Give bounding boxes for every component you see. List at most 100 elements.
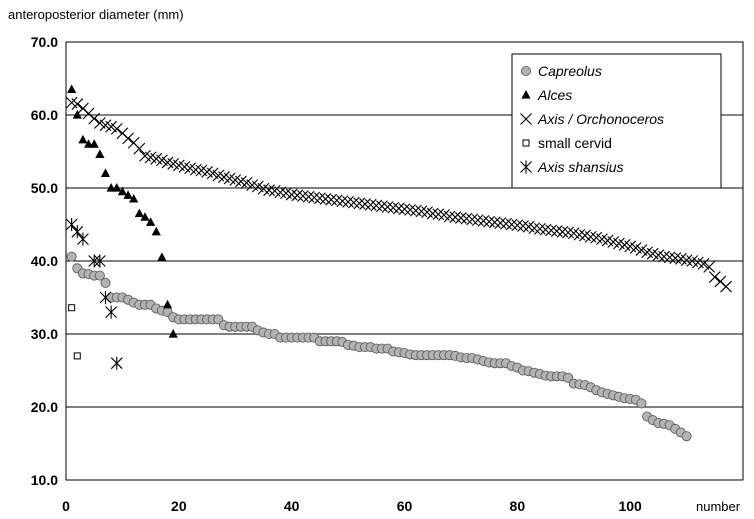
point-axis-orchonoceros bbox=[71, 98, 84, 110]
point-axis-orchonoceros bbox=[325, 193, 338, 206]
x-tick-label: 40 bbox=[284, 498, 300, 514]
point-alces bbox=[140, 212, 150, 221]
point-axis-orchonoceros bbox=[477, 214, 490, 227]
point-axis-orchonoceros bbox=[534, 222, 546, 235]
point-axis-orchonoceros bbox=[663, 251, 676, 264]
point-axis-orchonoceros bbox=[488, 216, 501, 229]
point-axis-orchonoceros bbox=[703, 260, 716, 273]
point-axis-orchonoceros bbox=[398, 203, 411, 216]
point-axis-shansius bbox=[99, 291, 112, 304]
point-axis-orchonoceros bbox=[308, 191, 321, 204]
point-capreolus bbox=[94, 270, 105, 281]
point-alces bbox=[72, 110, 82, 119]
point-axis-orchonoceros bbox=[291, 189, 304, 202]
point-capreolus bbox=[66, 251, 77, 262]
point-alces bbox=[146, 217, 156, 226]
point-axis-orchonoceros bbox=[562, 226, 574, 239]
point-alces bbox=[151, 226, 161, 236]
legend-marker bbox=[521, 90, 531, 99]
data-points bbox=[65, 84, 732, 442]
point-axis-orchonoceros bbox=[505, 218, 518, 231]
point-axis-orchonoceros bbox=[110, 122, 123, 135]
y-tick-label: 50.0 bbox=[31, 180, 58, 196]
point-capreolus bbox=[100, 277, 111, 288]
point-axis-shansius bbox=[77, 232, 89, 246]
point-axis-orchonoceros bbox=[364, 198, 377, 211]
point-alces bbox=[78, 134, 88, 144]
legend-label: Axis shansius bbox=[537, 159, 624, 175]
point-axis-orchonoceros bbox=[376, 200, 388, 213]
x-tick-label: 0 bbox=[62, 498, 70, 514]
y-tick-labels: 10.0 20.0 30.0 40.0 50.0 60.0 70.0 bbox=[31, 34, 58, 488]
point-alces bbox=[95, 149, 105, 159]
point-alces bbox=[162, 299, 173, 309]
point-alces bbox=[168, 329, 178, 338]
legend-label: Capreolus bbox=[538, 63, 602, 79]
point-axis-shansius bbox=[110, 356, 123, 370]
point-axis-shansius bbox=[105, 305, 118, 319]
legend-label: Alces bbox=[537, 87, 572, 103]
point-axis-orchonoceros bbox=[409, 204, 422, 217]
point-axis-orchonoceros bbox=[669, 252, 682, 264]
point-axis-orchonoceros bbox=[720, 280, 732, 293]
y-tick-label: 40.0 bbox=[31, 253, 58, 269]
point-alces bbox=[112, 183, 122, 192]
point-axis-orchonoceros bbox=[88, 112, 101, 125]
legend-marker bbox=[521, 66, 532, 77]
point-axis-orchonoceros bbox=[556, 225, 569, 238]
x-tick-label: 80 bbox=[510, 498, 526, 514]
point-axis-orchonoceros bbox=[708, 271, 721, 283]
point-axis-orchonoceros bbox=[658, 250, 670, 263]
point-axis-orchonoceros bbox=[455, 212, 467, 224]
point-axis-orchonoceros bbox=[443, 210, 456, 223]
point-axis-orchonoceros bbox=[297, 190, 309, 202]
point-axis-orchonoceros bbox=[426, 207, 439, 220]
point-axis-orchonoceros bbox=[494, 217, 507, 229]
point-small-cervid bbox=[68, 304, 76, 312]
point-axis-orchonoceros bbox=[392, 202, 405, 215]
point-axis-orchonoceros bbox=[347, 196, 360, 209]
point-axis-orchonoceros bbox=[511, 219, 524, 232]
point-axis-orchonoceros bbox=[285, 188, 298, 201]
y-tick-label: 60.0 bbox=[31, 107, 58, 123]
point-axis-orchonoceros bbox=[122, 132, 134, 145]
x-tick-label: 100 bbox=[618, 498, 642, 514]
point-axis-orchonoceros bbox=[336, 195, 349, 208]
point-alces bbox=[100, 168, 111, 177]
point-axis-orchonoceros bbox=[133, 142, 146, 155]
point-axis-orchonoceros bbox=[263, 184, 275, 197]
point-axis-shansius bbox=[93, 254, 106, 268]
point-axis-orchonoceros bbox=[404, 204, 417, 216]
point-axis-orchonoceros bbox=[302, 190, 315, 203]
y-tick-label: 70.0 bbox=[31, 34, 58, 50]
point-axis-orchonoceros bbox=[370, 199, 383, 212]
point-axis-orchonoceros bbox=[545, 224, 558, 237]
point-axis-orchonoceros bbox=[342, 195, 354, 208]
point-alces bbox=[134, 208, 144, 218]
y-tick-label: 20.0 bbox=[31, 399, 58, 415]
point-axis-orchonoceros bbox=[330, 194, 343, 207]
point-alces bbox=[157, 252, 167, 261]
x-tick-label: 60 bbox=[397, 498, 413, 514]
point-axis-orchonoceros bbox=[381, 201, 394, 213]
legend-label: Axis / Orchonoceros bbox=[537, 111, 664, 127]
x-tick-labels: 0 20 40 60 80 100 bbox=[62, 498, 642, 514]
legend-marker bbox=[520, 160, 532, 174]
point-axis-orchonoceros bbox=[550, 225, 563, 237]
point-axis-orchonoceros bbox=[584, 231, 597, 243]
point-axis-orchonoceros bbox=[313, 192, 326, 205]
x-tick-label: 20 bbox=[171, 498, 187, 514]
y-axis-label: anteroposterior diameter (mm) bbox=[8, 7, 184, 22]
point-axis-orchonoceros bbox=[471, 214, 484, 227]
legend-box bbox=[511, 53, 722, 189]
plot-area bbox=[65, 41, 744, 481]
legend-marker bbox=[520, 113, 532, 125]
point-axis-orchonoceros bbox=[539, 223, 552, 236]
point-axis-orchonoceros bbox=[432, 208, 445, 221]
point-axis-orchonoceros bbox=[483, 215, 496, 228]
point-axis-shansius bbox=[71, 225, 84, 239]
point-axis-orchonoceros bbox=[274, 186, 287, 199]
point-alces bbox=[123, 190, 133, 199]
point-alces bbox=[67, 84, 77, 94]
